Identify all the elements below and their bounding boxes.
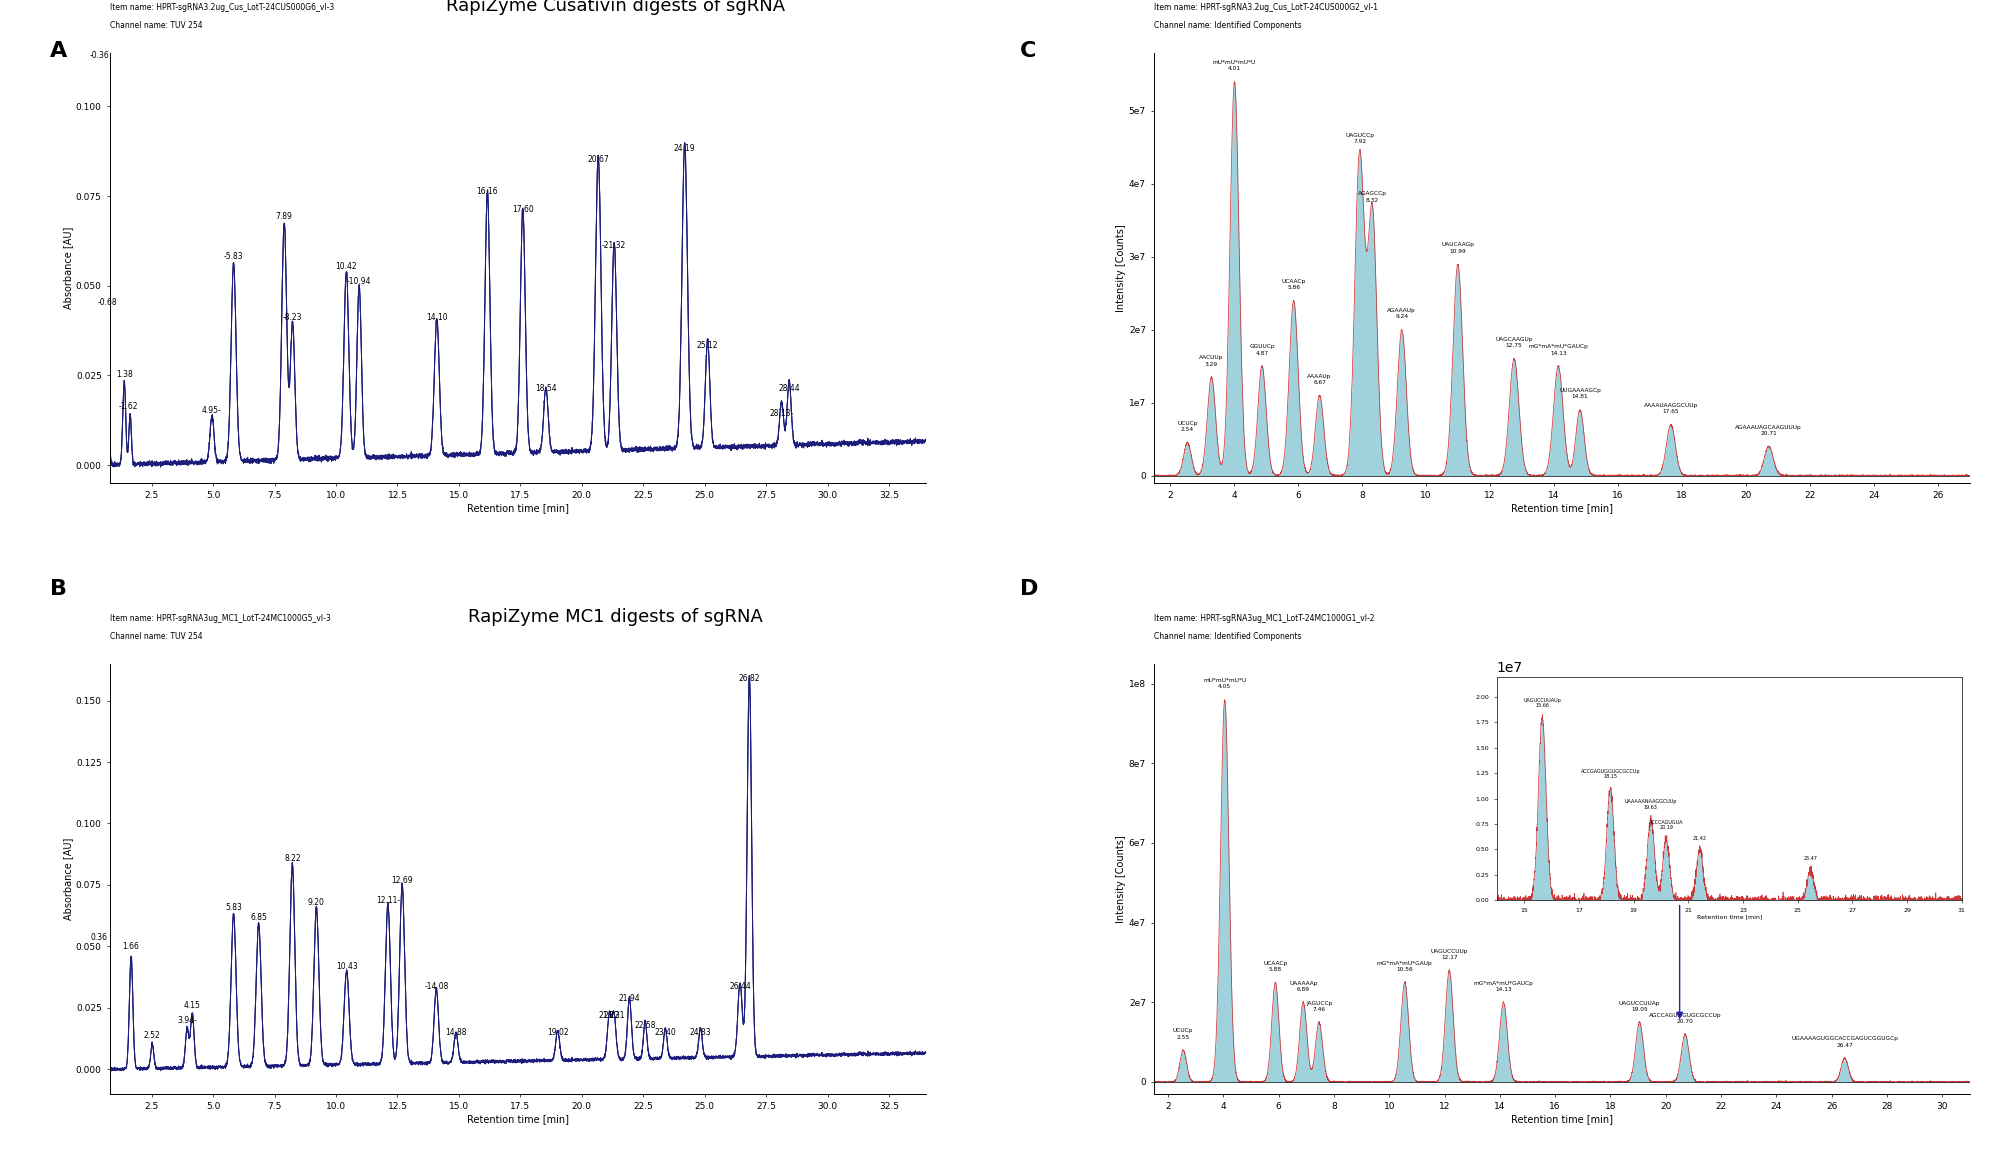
X-axis label: Retention time [min]: Retention time [min]: [1512, 1114, 1614, 1124]
Text: Channel name: TUV 254: Channel name: TUV 254: [110, 632, 202, 641]
Text: 23.40: 23.40: [654, 1028, 676, 1038]
Text: Channel name: Identified Components: Channel name: Identified Components: [1154, 21, 1302, 30]
Text: AGAGCCp
8.32: AGAGCCp 8.32: [1358, 192, 1386, 202]
Text: 4.95-: 4.95-: [202, 406, 222, 415]
Y-axis label: Intensity [Counts]: Intensity [Counts]: [1116, 835, 1126, 923]
Text: Item name: HPRT-sgRNA3.2ug_Cus_LotT-24CUS000G6_vI-3: Item name: HPRT-sgRNA3.2ug_Cus_LotT-24CU…: [110, 4, 334, 12]
Text: Channel name: TUV 254: Channel name: TUV 254: [110, 21, 202, 30]
Text: 10.42: 10.42: [336, 262, 358, 271]
Text: 26.44: 26.44: [730, 982, 750, 991]
Y-axis label: Absorbance [AU]: Absorbance [AU]: [64, 838, 74, 920]
Text: 12.69: 12.69: [392, 876, 412, 885]
Text: UCAACp
5.88: UCAACp 5.88: [1264, 961, 1288, 972]
Text: UUGAAAAGCp
14.81: UUGAAAAGCp 14.81: [1560, 388, 1600, 399]
Text: Item name: HPRT-sgRNA3ug_MC1_LotT-24MC1000G1_vI-2: Item name: HPRT-sgRNA3ug_MC1_LotT-24MC10…: [1154, 614, 1374, 624]
Text: UAUCAAGp
10.99: UAUCAAGp 10.99: [1442, 242, 1474, 254]
Text: 20.67: 20.67: [588, 154, 610, 164]
Text: AGAAAUp
9.24: AGAAAUp 9.24: [1388, 308, 1416, 319]
Text: 10.43: 10.43: [336, 962, 358, 971]
Text: 2.52: 2.52: [144, 1031, 160, 1040]
Text: -0.36: -0.36: [90, 50, 110, 60]
Text: 8.22: 8.22: [284, 854, 300, 862]
Text: 25.12: 25.12: [696, 342, 718, 350]
Title: RapiZyme MC1 digests of sgRNA: RapiZyme MC1 digests of sgRNA: [468, 608, 764, 626]
Text: 14.88: 14.88: [446, 1028, 466, 1038]
Text: GGUUCp
4.87: GGUUCp 4.87: [1250, 344, 1274, 356]
Text: 9.20: 9.20: [308, 899, 324, 907]
Text: -0.68: -0.68: [98, 298, 116, 308]
Text: -1.62: -1.62: [118, 402, 138, 411]
Text: mU*mU*mU*U
4.05: mU*mU*mU*U 4.05: [1204, 677, 1246, 689]
Text: 28.44: 28.44: [778, 384, 800, 393]
Y-axis label: Intensity [Counts]: Intensity [Counts]: [1116, 223, 1126, 311]
Text: 1.66: 1.66: [122, 942, 140, 951]
Text: UAAAAAp
6.89: UAAAAAp 6.89: [1290, 980, 1318, 992]
Text: C: C: [1020, 41, 1036, 61]
Text: AAAAUAAGGCUUp
17.65: AAAAUAAGGCUUp 17.65: [1644, 402, 1698, 414]
Text: mG*mA*mU*GAUCp
14.13: mG*mA*mU*GAUCp 14.13: [1528, 344, 1588, 356]
Text: UCAACp
5.86: UCAACp 5.86: [1282, 278, 1306, 290]
Text: 0.36: 0.36: [90, 932, 108, 942]
X-axis label: Retention time [min]: Retention time [min]: [1512, 503, 1614, 514]
Text: 7.89: 7.89: [276, 212, 292, 221]
X-axis label: Retention time [min]: Retention time [min]: [466, 1114, 568, 1124]
Y-axis label: Absorbance [AU]: Absorbance [AU]: [64, 227, 74, 309]
Text: 12.11-: 12.11-: [376, 895, 400, 904]
Text: mG*mA*mU*GAUp
10.56: mG*mA*mU*GAUp 10.56: [1376, 961, 1432, 972]
Text: UAGUCCUUp
12.17: UAGUCCUUp 12.17: [1430, 949, 1468, 959]
Text: 26.82: 26.82: [738, 674, 760, 683]
Text: 3.94-: 3.94-: [178, 1016, 198, 1025]
Text: D: D: [1020, 579, 1038, 599]
Text: JAGUCCp
7.46: JAGUCCp 7.46: [1306, 1000, 1332, 1012]
Text: UCUCp
2.55: UCUCp 2.55: [1172, 1028, 1194, 1040]
Text: -8.23: -8.23: [282, 312, 302, 322]
Text: mG*mA*mU*GAUCp
14.13: mG*mA*mU*GAUCp 14.13: [1474, 980, 1534, 992]
Text: Item name: HPRT-sgRNA3.2ug_Cus_LotT-24CUS000G2_vI-1: Item name: HPRT-sgRNA3.2ug_Cus_LotT-24CU…: [1154, 4, 1378, 12]
Text: 22.58: 22.58: [634, 1021, 656, 1030]
Text: 16.16: 16.16: [476, 187, 498, 197]
Text: AGAAAUAGCAAGUUUp
20.71: AGAAAUAGCAAGUUUp 20.71: [1736, 425, 1802, 436]
Text: A: A: [50, 41, 68, 61]
Text: 21.12: 21.12: [598, 1011, 620, 1020]
Text: 21.94: 21.94: [618, 994, 640, 1003]
Text: UAGCAAGUp
12.75: UAGCAAGUp 12.75: [1496, 337, 1532, 349]
Text: 14.10: 14.10: [426, 312, 448, 322]
X-axis label: Retention time [min]: Retention time [min]: [466, 503, 568, 514]
Text: 1.38: 1.38: [116, 370, 132, 379]
Text: -14.08: -14.08: [424, 982, 448, 991]
Text: UCUCp
2.54: UCUCp 2.54: [1178, 421, 1198, 432]
Text: 19.02: 19.02: [546, 1028, 568, 1038]
Text: 4.15: 4.15: [184, 1002, 200, 1011]
Text: Item name: HPRT-sgRNA3ug_MC1_LotT-24MC1000G5_vI-3: Item name: HPRT-sgRNA3ug_MC1_LotT-24MC10…: [110, 614, 330, 624]
Text: AAAAUp
6.67: AAAAUp 6.67: [1308, 373, 1332, 385]
Text: -10.94: -10.94: [346, 277, 372, 285]
Text: 18.54: 18.54: [536, 384, 556, 393]
Text: 6.85: 6.85: [250, 913, 268, 922]
Text: -5.83: -5.83: [224, 252, 244, 261]
Text: 21.31: 21.31: [604, 1011, 624, 1020]
Text: 24.83: 24.83: [690, 1028, 712, 1038]
Text: UAGUCCUUAp
19.05: UAGUCCUUAp 19.05: [1618, 1000, 1660, 1012]
Text: 24.19: 24.19: [674, 144, 696, 153]
Text: 5.83: 5.83: [226, 903, 242, 911]
Text: -21.32: -21.32: [602, 241, 626, 250]
Text: Channel name: Identified Components: Channel name: Identified Components: [1154, 632, 1302, 641]
Text: B: B: [50, 579, 68, 599]
Text: 17.60: 17.60: [512, 205, 534, 214]
Title: RapiZyme Cusativin digests of sgRNA: RapiZyme Cusativin digests of sgRNA: [446, 0, 786, 15]
Text: AACUUp
3.29: AACUUp 3.29: [1200, 356, 1224, 366]
Text: UAGUCCp
7.92: UAGUCCp 7.92: [1346, 133, 1374, 144]
Text: mU*mU*mU*U
4.01: mU*mU*mU*U 4.01: [1212, 60, 1256, 71]
Text: UGAAAAGUGGCACCGAGUCGGUGCp
26.47: UGAAAAGUGGCACCGAGUCGGUGCp 26.47: [1792, 1037, 1898, 1047]
Text: 28.13-: 28.13-: [770, 410, 794, 419]
Text: AGCCAGUGGUGCGCCUp
20.70: AGCCAGUGGUGCGCCUp 20.70: [1648, 1012, 1722, 1024]
